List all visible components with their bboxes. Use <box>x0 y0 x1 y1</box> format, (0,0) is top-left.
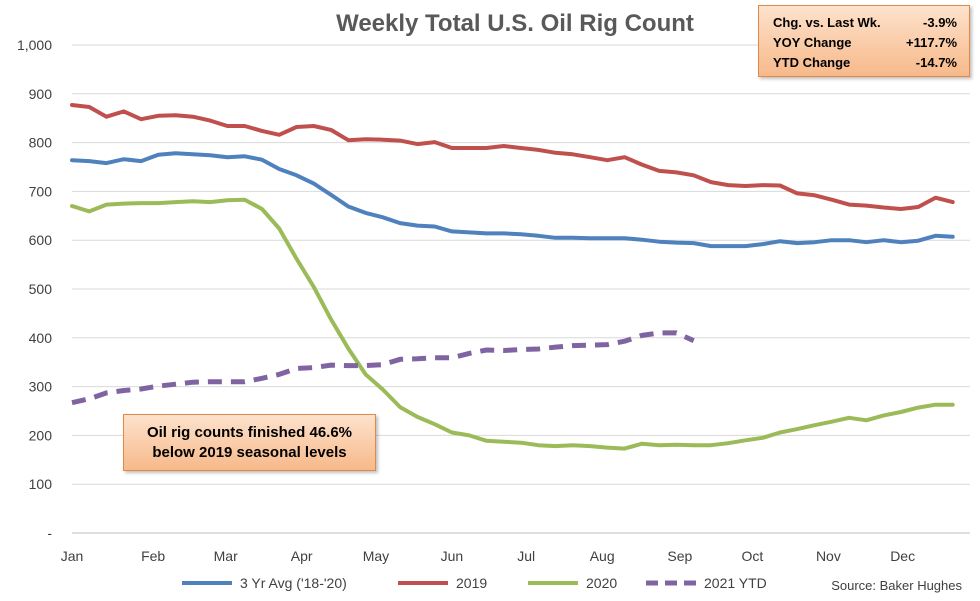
stats-value: -3.9% <box>923 15 957 30</box>
y-tick-label: 800 <box>29 135 53 151</box>
y-tick-label: 100 <box>29 476 53 492</box>
chart-title: Weekly Total U.S. Oil Rig Count <box>336 10 694 37</box>
x-tick-label: Aug <box>590 548 615 564</box>
y-tick-label: 200 <box>29 427 53 443</box>
stats-row-yoy: YOY Change +117.7% <box>773 35 957 53</box>
legend-label: 2021 YTD <box>704 575 767 591</box>
x-tick-label: Jan <box>61 548 84 564</box>
legend-label: 2019 <box>456 575 487 591</box>
x-tick-label: Apr <box>291 548 313 564</box>
x-axis: Jan Feb Mar Apr May Jun Jul Aug Sep Oct Nov Dec <box>61 532 970 564</box>
annotation-callout: Oil rig counts finished 46.6% below 2019… <box>123 414 376 471</box>
x-tick-label: Feb <box>141 548 165 564</box>
stats-label: YOY Change <box>773 35 852 50</box>
series-line-3 <box>71 330 695 406</box>
legend: 3 Yr Avg ('18-'20) 2019 2020 2021 YTD <box>182 575 767 591</box>
annotation-line-2: below 2019 seasonal levels <box>152 444 347 461</box>
y-tick-label: 400 <box>29 330 53 346</box>
x-tick-label: Sep <box>667 548 692 564</box>
stats-value: -14.7% <box>915 55 957 70</box>
legend-label: 2020 <box>586 575 617 591</box>
x-tick-label: Nov <box>816 548 841 564</box>
x-tick-label: Mar <box>214 548 238 564</box>
y-tick-label: - <box>47 525 52 541</box>
y-tick-label: 700 <box>29 183 53 199</box>
series-line-0 <box>70 151 955 249</box>
y-tick-label: 900 <box>29 86 53 102</box>
x-tick-label: Oct <box>742 548 764 564</box>
stats-row-weekly: Chg. vs. Last Wk. -3.9% <box>773 15 957 33</box>
change-stats-box: Chg. vs. Last Wk. -3.9% YOY Change +117.… <box>758 5 970 77</box>
stats-row-ytd: YTD Change -14.7% <box>773 55 957 73</box>
series-lines <box>70 103 955 451</box>
y-tick-label: 300 <box>29 379 53 395</box>
x-tick-label: Dec <box>890 548 915 564</box>
annotation-line-1: Oil rig counts finished 46.6% <box>146 424 353 441</box>
stats-label: Chg. vs. Last Wk. <box>773 15 881 30</box>
y-tick-label: 600 <box>29 232 53 248</box>
y-axis: - 100 200 300 400 500 600 700 800 900 1,000 <box>17 37 52 541</box>
series-line-1 <box>70 103 955 211</box>
series-line-2 <box>70 197 955 451</box>
y-tick-label: 1,000 <box>17 37 52 53</box>
legend-label: 3 Yr Avg ('18-'20) <box>240 575 347 591</box>
source-note: Source: Baker Hughes <box>831 578 962 593</box>
x-tick-label: Jul <box>517 548 535 564</box>
stats-label: YTD Change <box>773 55 851 70</box>
stats-value: +117.7% <box>906 35 957 50</box>
x-tick-label: Jun <box>441 548 464 564</box>
y-tick-label: 500 <box>29 281 53 297</box>
x-tick-label: May <box>363 548 389 564</box>
